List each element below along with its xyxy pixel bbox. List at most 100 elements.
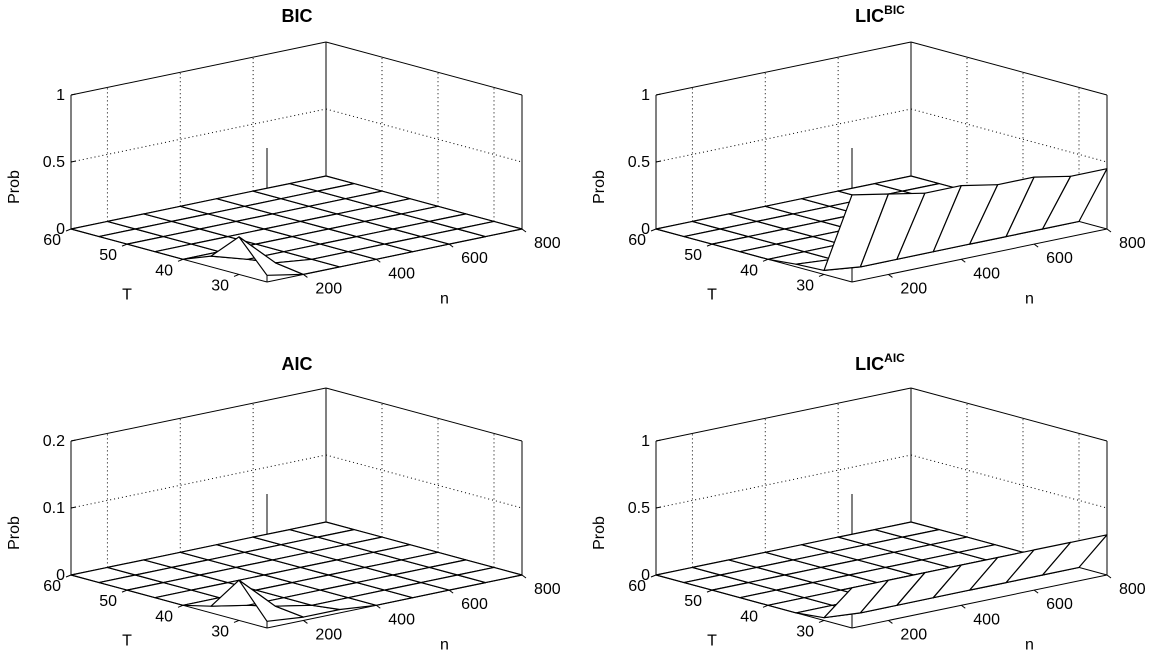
box-edge xyxy=(325,387,523,442)
x-tick-label: 400 xyxy=(973,611,1000,628)
x-tick-label: 200 xyxy=(315,280,342,297)
y-tick xyxy=(177,258,184,262)
y-tick-label: 40 xyxy=(155,262,173,279)
z-tick-label: 1 xyxy=(641,433,650,450)
z-tick xyxy=(655,439,662,442)
x-tick xyxy=(1033,589,1039,594)
z-tick-label: 0.5 xyxy=(43,154,65,171)
z-tick-label: 0.5 xyxy=(628,500,650,517)
x-axis-line xyxy=(851,228,1108,283)
chart-panel: 0 0.5 1 200 400 600 800 30 40 50 60 n T Prob LICAIC xyxy=(591,351,1146,652)
y-axis-line xyxy=(70,228,268,283)
z-tick xyxy=(70,506,77,509)
y-tick xyxy=(818,273,825,277)
z-axis-label: Prob xyxy=(591,516,608,550)
x-axis-line xyxy=(266,574,523,629)
z-axis-label: Prob xyxy=(591,170,608,204)
x-axis-label: n xyxy=(1025,637,1034,652)
x-tick-label: 600 xyxy=(1046,596,1073,613)
x-tick xyxy=(303,274,308,278)
z-tick xyxy=(70,93,77,96)
y-axis-label: T xyxy=(707,287,717,304)
chart-panel: 0 0.1 0.2 200 400 600 800 30 40 50 60 n T Prob AIC xyxy=(6,354,561,652)
z-tick xyxy=(70,160,77,163)
y-tick xyxy=(650,228,657,232)
y-axis-label: T xyxy=(122,287,132,304)
x-tick-label: 400 xyxy=(973,265,1000,282)
z-tick xyxy=(655,93,662,96)
z-tick-label: 0.5 xyxy=(628,154,650,171)
chart-panel: 0 0.5 1 200 400 600 800 30 40 50 60 n T Prob LICBIC xyxy=(591,3,1146,308)
z-tick-label: 0 xyxy=(641,567,650,584)
y-tick xyxy=(818,619,825,623)
x-tick-label: 800 xyxy=(534,235,561,252)
y-tick xyxy=(762,258,769,262)
y-tick xyxy=(177,604,184,608)
x-tick-label: 800 xyxy=(1119,581,1146,598)
x-tick-label: 200 xyxy=(315,626,342,643)
y-tick-label: 40 xyxy=(740,608,758,625)
y-tick-label: 50 xyxy=(684,247,702,264)
box-edge xyxy=(70,387,327,442)
y-axis-label: T xyxy=(122,633,132,650)
z-tick-label: 0 xyxy=(56,221,65,238)
x-tick-label: 600 xyxy=(461,250,488,267)
surface-patch xyxy=(1041,534,1108,576)
y-tick-label: 50 xyxy=(99,247,117,264)
box-edge xyxy=(70,41,327,96)
box-edge xyxy=(910,41,1108,96)
x-tick xyxy=(1106,228,1112,233)
z-tick-label: 0 xyxy=(641,221,650,238)
y-tick-label: 40 xyxy=(740,262,758,279)
y-tick xyxy=(706,589,713,593)
y-tick-label: 30 xyxy=(211,623,229,640)
x-tick xyxy=(1033,243,1039,248)
x-tick xyxy=(960,604,966,609)
y-tick xyxy=(65,574,72,578)
box-edge xyxy=(325,41,523,96)
z-tick-label: 0.1 xyxy=(43,500,65,517)
y-axis-label: T xyxy=(707,633,717,650)
chart-panel: 0 0.5 1 200 400 600 800 30 40 50 60 n T Prob BIC xyxy=(6,6,561,308)
z-tick xyxy=(655,227,662,230)
x-tick-label: 400 xyxy=(388,611,415,628)
x-axis-label: n xyxy=(440,637,449,652)
x-tick-label: 200 xyxy=(900,626,927,643)
z-tick xyxy=(655,506,662,509)
y-tick-label: 40 xyxy=(155,608,173,625)
chart-title: BIC xyxy=(282,6,313,26)
y-tick-label: 60 xyxy=(43,232,61,249)
x-axis-label: n xyxy=(440,291,449,308)
box-edge xyxy=(655,387,912,442)
x-tick xyxy=(888,274,893,278)
y-tick-label: 60 xyxy=(628,232,646,249)
z-tick-label: 0.2 xyxy=(43,433,65,450)
chart-title: LICBIC xyxy=(855,3,905,26)
y-axis-line xyxy=(655,574,853,629)
y-tick-label: 30 xyxy=(211,277,229,294)
y-axis-line xyxy=(70,574,268,629)
z-tick xyxy=(70,573,77,576)
z-tick-label: 1 xyxy=(56,87,65,104)
x-tick xyxy=(303,620,308,624)
y-tick xyxy=(233,619,240,623)
x-axis-line xyxy=(851,574,1108,629)
z-tick xyxy=(70,227,77,230)
y-tick xyxy=(706,243,713,247)
z-axis-label: Prob xyxy=(6,516,23,550)
z-tick-label: 1 xyxy=(641,87,650,104)
y-tick xyxy=(121,589,128,593)
panels: 00.5120040060080030405060nTProbBIC00.512… xyxy=(6,3,1146,652)
x-tick xyxy=(448,589,454,594)
y-tick xyxy=(65,228,72,232)
chart-title-superscript: AIC xyxy=(884,351,905,365)
x-axis-label: n xyxy=(1025,291,1034,308)
y-tick-label: 50 xyxy=(684,593,702,610)
x-tick xyxy=(1106,574,1112,579)
x-axis-line xyxy=(266,228,523,283)
x-tick xyxy=(521,574,527,579)
box-edge xyxy=(655,41,912,96)
y-tick xyxy=(233,273,240,277)
x-tick-label: 800 xyxy=(534,581,561,598)
x-tick xyxy=(960,258,966,263)
